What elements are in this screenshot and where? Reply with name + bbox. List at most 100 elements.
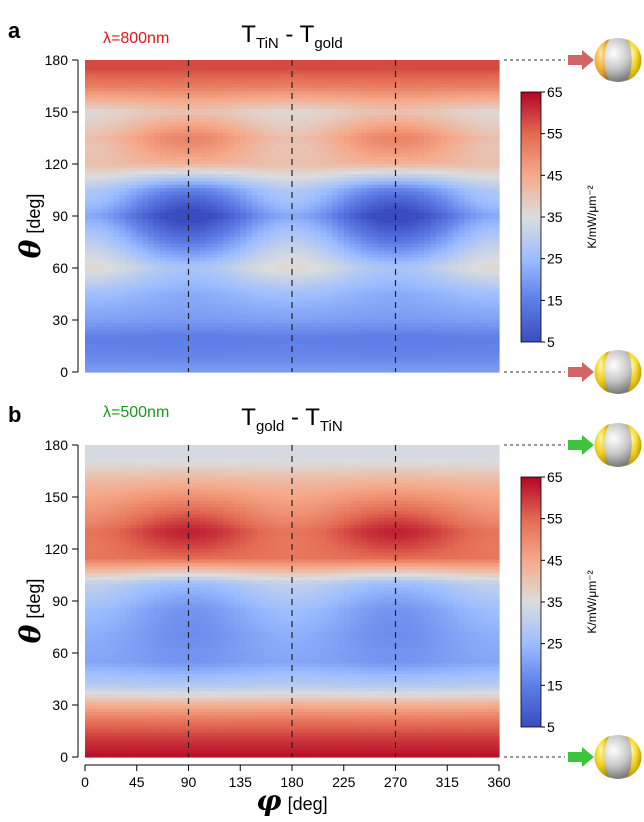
heatmap-cell [125,271,132,276]
heatmap-cell [165,157,172,162]
heatmap-cell [159,281,167,286]
heatmap-cell [194,288,201,293]
heatmap-cell [200,70,207,75]
heatmap-cell [320,281,328,286]
heatmap-cell [136,177,144,182]
heatmap-cell [349,337,356,342]
heatmap-cell [159,278,167,283]
heatmap-cell [297,316,305,321]
heatmap-cell [159,271,167,276]
heatmap-cell [240,77,247,82]
heatmap-cell [108,354,115,359]
heatmap-cell [292,344,299,349]
heatmap-cell [332,250,339,255]
heatmap-cell [320,164,328,169]
heatmap-cell [378,268,385,273]
heatmap-cell [280,268,287,273]
heatmap-cell [142,209,149,214]
heatmap-cell [366,202,374,207]
heatmap-cell [343,129,351,134]
heatmap-cell [286,247,293,252]
heatmap-cell [372,219,379,224]
heatmap-cell [188,80,195,85]
heatmap-cell [246,105,253,110]
heatmap-cell [384,153,391,158]
heatmap-cell [315,136,322,141]
heatmap-cell [343,236,351,241]
heatmap-cell [366,323,374,328]
heatmap-cell [349,132,356,137]
heatmap-cell [372,368,379,373]
heatmap-cell [223,320,230,325]
heatmap-cell [148,368,155,373]
heatmap-cell [217,229,224,234]
heatmap-cell [292,136,299,141]
heatmap-cell [355,170,362,175]
heatmap-cell [315,157,322,162]
heatmap-cell [90,344,98,349]
heatmap-cell [131,101,138,106]
heatmap-cell [315,361,322,366]
heatmap-cell [320,170,328,175]
heatmap-cell [286,274,293,279]
heatmap-cell [309,306,316,311]
heatmap-cell [171,108,178,113]
heatmap-cell [102,361,109,366]
heatmap-cell [223,247,230,252]
heatmap-cell [108,316,115,321]
heatmap-cell [240,330,247,335]
heatmap-cell [228,80,236,85]
heatmap-cell [142,150,149,155]
heatmap-cell [315,184,322,189]
heatmap-cell [338,167,345,172]
heatmap-cell [90,184,98,189]
heatmap-cell [389,73,397,78]
heatmap-cell [366,209,374,214]
heatmap-cell [280,299,287,304]
heatmap-cell [401,174,408,179]
heatmap-cell [366,292,374,297]
heatmap-cell [251,184,259,189]
heatmap-cell [372,191,379,196]
heatmap-cell [361,254,368,259]
heatmap-cell [234,73,241,78]
heatmap-cell [384,302,391,307]
heatmap-cell [355,247,362,252]
heatmap-cell [205,66,213,71]
heatmap-cell [102,157,109,162]
heatmap-cell [228,254,236,259]
heatmap-cell [303,247,310,252]
heatmap-cell [349,226,356,231]
heatmap-cell [188,105,195,110]
heatmap-cell [171,98,178,103]
heatmap-cell [303,195,310,200]
heatmap-cell [332,354,339,359]
heatmap-cell [177,63,184,68]
heatmap-cell [171,340,178,345]
heatmap-cell [389,219,397,224]
heatmap-cell [303,292,310,297]
heatmap-cell [395,105,402,110]
heatmap-cell [320,216,328,221]
heatmap-cell [113,129,121,134]
heatmap-cell [211,84,218,89]
heatmap-cell [182,160,190,165]
heatmap-cell [251,344,259,349]
heatmap-cell [378,63,385,68]
heatmap-cell [131,205,138,210]
heatmap-cell [85,216,92,221]
heatmap-cell [85,157,92,162]
heatmap-cell [182,167,190,172]
heatmap-cell [188,132,195,137]
heatmap-cell [274,313,282,318]
heatmap-cell [142,268,149,273]
heatmap-cell [303,254,310,259]
heatmap-cell [234,243,241,248]
heatmap-cell [303,333,310,338]
heatmap-cell [142,216,149,221]
heatmap-cell [349,188,356,193]
heatmap-cell [274,368,282,373]
heatmap-cell [177,344,184,349]
heatmap-cell [96,105,103,110]
heatmap-cell [349,209,356,214]
